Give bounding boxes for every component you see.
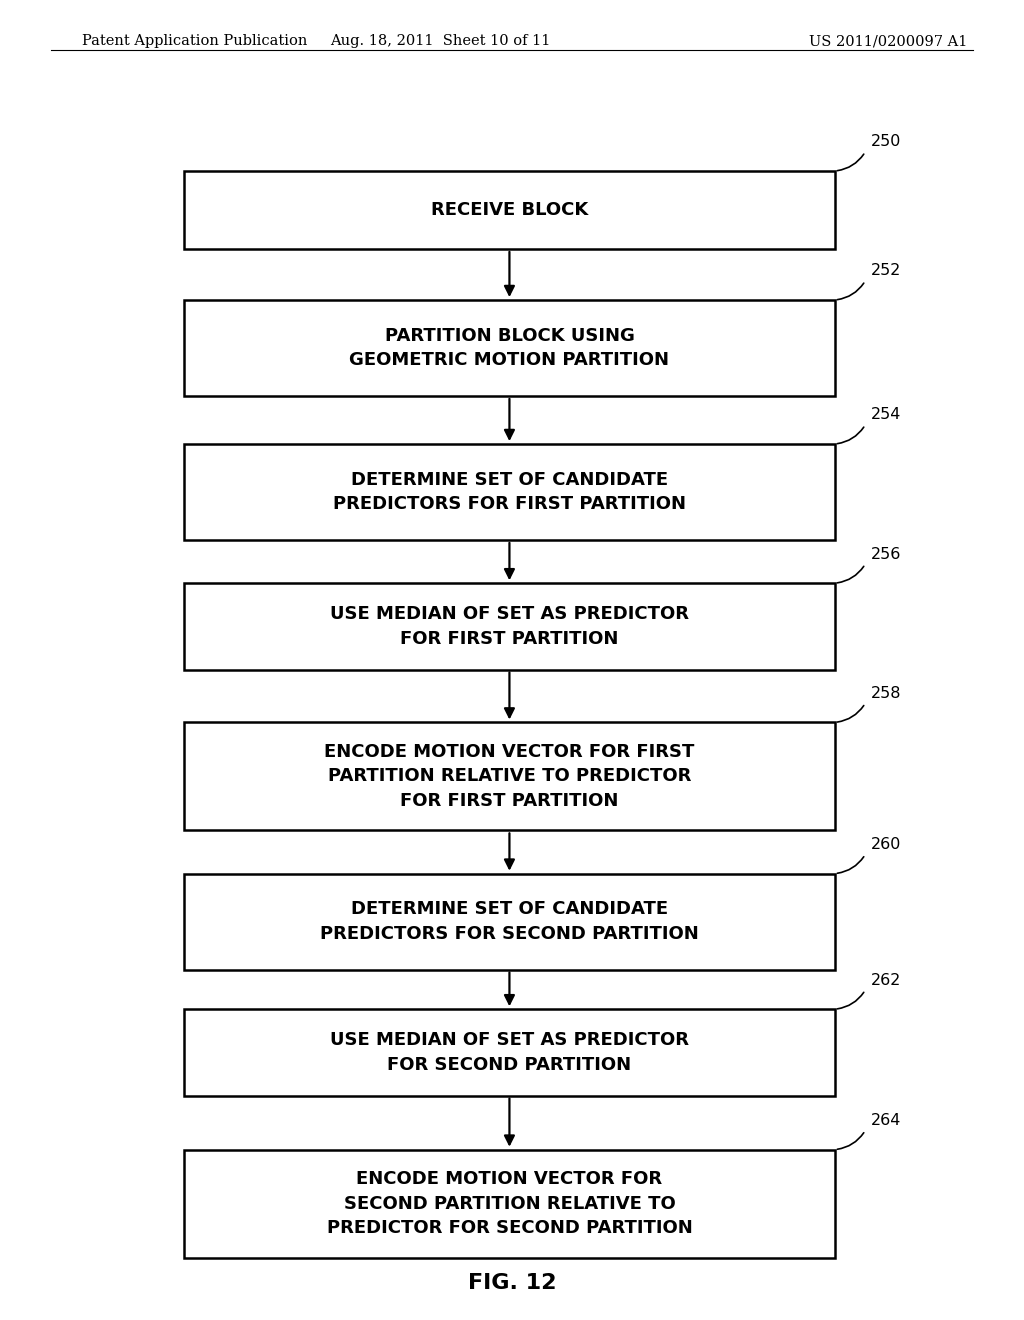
Text: USE MEDIAN OF SET AS PREDICTOR
FOR SECOND PARTITION: USE MEDIAN OF SET AS PREDICTOR FOR SECON…: [330, 1031, 689, 1073]
Text: ENCODE MOTION VECTOR FOR FIRST
PARTITION RELATIVE TO PREDICTOR
FOR FIRST PARTITI: ENCODE MOTION VECTOR FOR FIRST PARTITION…: [325, 743, 694, 809]
Text: 250: 250: [870, 135, 901, 149]
Text: 262: 262: [870, 973, 901, 987]
Bar: [184, 172, 835, 249]
Text: 260: 260: [870, 837, 901, 851]
Bar: [184, 300, 835, 396]
Text: FIG. 12: FIG. 12: [468, 1272, 556, 1294]
Bar: [184, 1150, 835, 1258]
Text: DETERMINE SET OF CANDIDATE
PREDICTORS FOR FIRST PARTITION: DETERMINE SET OF CANDIDATE PREDICTORS FO…: [333, 471, 686, 513]
Text: USE MEDIAN OF SET AS PREDICTOR
FOR FIRST PARTITION: USE MEDIAN OF SET AS PREDICTOR FOR FIRST…: [330, 606, 689, 648]
Text: Patent Application Publication: Patent Application Publication: [82, 34, 307, 49]
Text: US 2011/0200097 A1: US 2011/0200097 A1: [809, 34, 968, 49]
Bar: [184, 1010, 835, 1096]
Bar: [184, 444, 835, 540]
Text: 264: 264: [870, 1113, 901, 1129]
Bar: [184, 583, 835, 669]
Text: ENCODE MOTION VECTOR FOR
SECOND PARTITION RELATIVE TO
PREDICTOR FOR SECOND PARTI: ENCODE MOTION VECTOR FOR SECOND PARTITIO…: [327, 1171, 692, 1237]
Text: RECEIVE BLOCK: RECEIVE BLOCK: [431, 201, 588, 219]
Bar: [184, 722, 835, 830]
Text: 256: 256: [870, 546, 901, 561]
Text: DETERMINE SET OF CANDIDATE
PREDICTORS FOR SECOND PARTITION: DETERMINE SET OF CANDIDATE PREDICTORS FO…: [321, 900, 698, 942]
Text: 252: 252: [870, 264, 901, 279]
Bar: [184, 874, 835, 970]
Text: PARTITION BLOCK USING
GEOMETRIC MOTION PARTITION: PARTITION BLOCK USING GEOMETRIC MOTION P…: [349, 327, 670, 370]
Text: 258: 258: [870, 686, 901, 701]
Text: Aug. 18, 2011  Sheet 10 of 11: Aug. 18, 2011 Sheet 10 of 11: [330, 34, 551, 49]
Text: 254: 254: [870, 408, 901, 422]
